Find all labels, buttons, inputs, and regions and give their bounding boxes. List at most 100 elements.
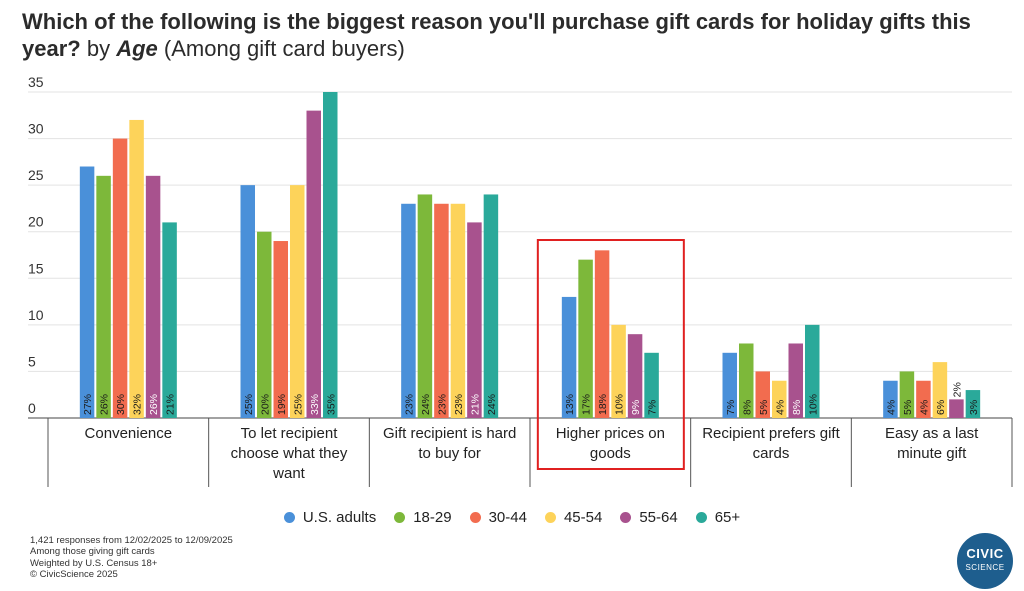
data-label: 23% (453, 394, 465, 415)
data-label: 7% (725, 400, 737, 415)
data-label: 32% (132, 394, 144, 415)
data-label: 17% (581, 394, 593, 415)
footnote-copyright: © CivicScience 2025 (30, 568, 118, 580)
data-label: 26% (148, 394, 160, 415)
data-label: 8% (791, 400, 803, 415)
civicscience-logo: CIVIC SCIENCE (957, 533, 1013, 589)
data-label: 19% (276, 394, 288, 415)
bar (883, 380, 898, 418)
data-label: 35% (325, 394, 337, 415)
legend-item: 55-64 (620, 509, 678, 526)
title-by: by (86, 36, 111, 61)
bar (273, 241, 288, 418)
legend-swatch (620, 512, 632, 523)
data-label: 26% (99, 394, 111, 415)
data-label: 6% (935, 400, 947, 415)
bar-chart: 0 5 10 15 20 25 30 35 27% 26% 30% 32% 26% 21% Convenie… (28, 74, 1013, 487)
data-label: 27% (82, 394, 94, 415)
bar (722, 352, 737, 418)
title-question: Which of the following is the biggest re… (22, 9, 971, 61)
chart-title: Which of the following is the biggest re… (22, 8, 1012, 62)
legend-label: 45-54 (563, 509, 603, 526)
legend-label: U.S. adults (302, 509, 377, 526)
bar (240, 185, 255, 418)
data-label: 5% (902, 400, 914, 415)
bar (467, 222, 482, 418)
data-label: 4% (885, 400, 897, 415)
data-label: 23% (436, 394, 448, 415)
legend-item: 45-54 (544, 509, 603, 526)
title-dimension: Age (116, 36, 158, 61)
data-label: 24% (420, 394, 432, 415)
bar (145, 175, 161, 418)
bar (916, 380, 931, 418)
bar (739, 343, 754, 418)
bar (561, 296, 577, 418)
legend-swatch (695, 512, 707, 523)
bar (434, 203, 449, 418)
legend-item: U.S. adults (283, 509, 377, 526)
footnote-weighting: Weighted by U.S. Census 18+ (30, 557, 158, 569)
legend-swatch (469, 512, 481, 523)
bar (805, 324, 820, 418)
footnote-responses: 1,421 responses from 12/02/2025 to 12/09… (30, 535, 233, 546)
y-tick-label: 25 (28, 167, 44, 183)
bar (290, 185, 305, 418)
y-tick-label: 5 (28, 353, 36, 369)
legend-swatch (283, 512, 295, 523)
category-label: choose what they (231, 445, 348, 462)
data-label: 3% (968, 400, 980, 415)
category-label: goods (590, 445, 631, 462)
bar (899, 371, 915, 418)
legend-label: 18-29 (413, 509, 452, 526)
bar (257, 231, 272, 418)
bar (965, 390, 981, 418)
legend-swatch (394, 512, 406, 523)
bar (450, 203, 466, 418)
data-label: 7% (647, 400, 659, 415)
legend-label: 30-44 (488, 509, 527, 526)
y-tick-label: 15 (28, 260, 44, 276)
bar (401, 203, 416, 418)
data-label: 25% (243, 394, 255, 415)
bar (644, 352, 659, 418)
category-label: Higher prices on (556, 425, 665, 442)
category-label: Easy as a last (885, 425, 979, 442)
category-label: Convenience (85, 425, 173, 442)
bar (162, 222, 177, 418)
legend-item: 30-44 (469, 509, 527, 526)
legend-swatch (544, 512, 556, 523)
bar (594, 250, 610, 418)
category-label: to buy for (418, 445, 481, 462)
logo-line1: CIVIC (966, 546, 1004, 561)
category-label: Recipient prefers gift (702, 425, 840, 442)
highlight-box (536, 239, 685, 470)
data-label: 24% (486, 394, 498, 415)
title-qualifier: (Among gift card buyers) (163, 36, 405, 61)
data-label: 25% (292, 394, 304, 415)
category-label: cards (753, 445, 790, 462)
footnotes: 1,421 responses from 12/02/2025 to 12/09… (30, 535, 233, 580)
category-label: To let recipient (241, 425, 339, 442)
bar (932, 362, 948, 418)
data-label: 4% (774, 400, 786, 415)
data-label: 21% (469, 394, 481, 415)
legend-label: 55-64 (639, 509, 678, 526)
bar (112, 138, 128, 419)
legend-item: 18-29 (394, 509, 452, 526)
data-label: 2% (951, 382, 963, 397)
y-tick-label: 30 (28, 121, 44, 137)
data-label: 33% (309, 394, 321, 415)
data-label: 13% (564, 394, 576, 415)
logo-line2: SCIENCE (965, 563, 1005, 572)
data-label: 10% (807, 394, 819, 415)
data-label: 18% (597, 394, 609, 415)
chart-legend: U.S. adults 18-29 30-44 45-54 55-64 65+ (0, 509, 1024, 527)
category-label: minute gift (897, 445, 967, 462)
data-label: 8% (741, 400, 753, 415)
bar (79, 166, 95, 418)
data-label: 30% (115, 394, 127, 415)
bar (483, 194, 499, 418)
y-tick-label: 0 (28, 400, 36, 416)
data-label: 23% (403, 394, 415, 415)
